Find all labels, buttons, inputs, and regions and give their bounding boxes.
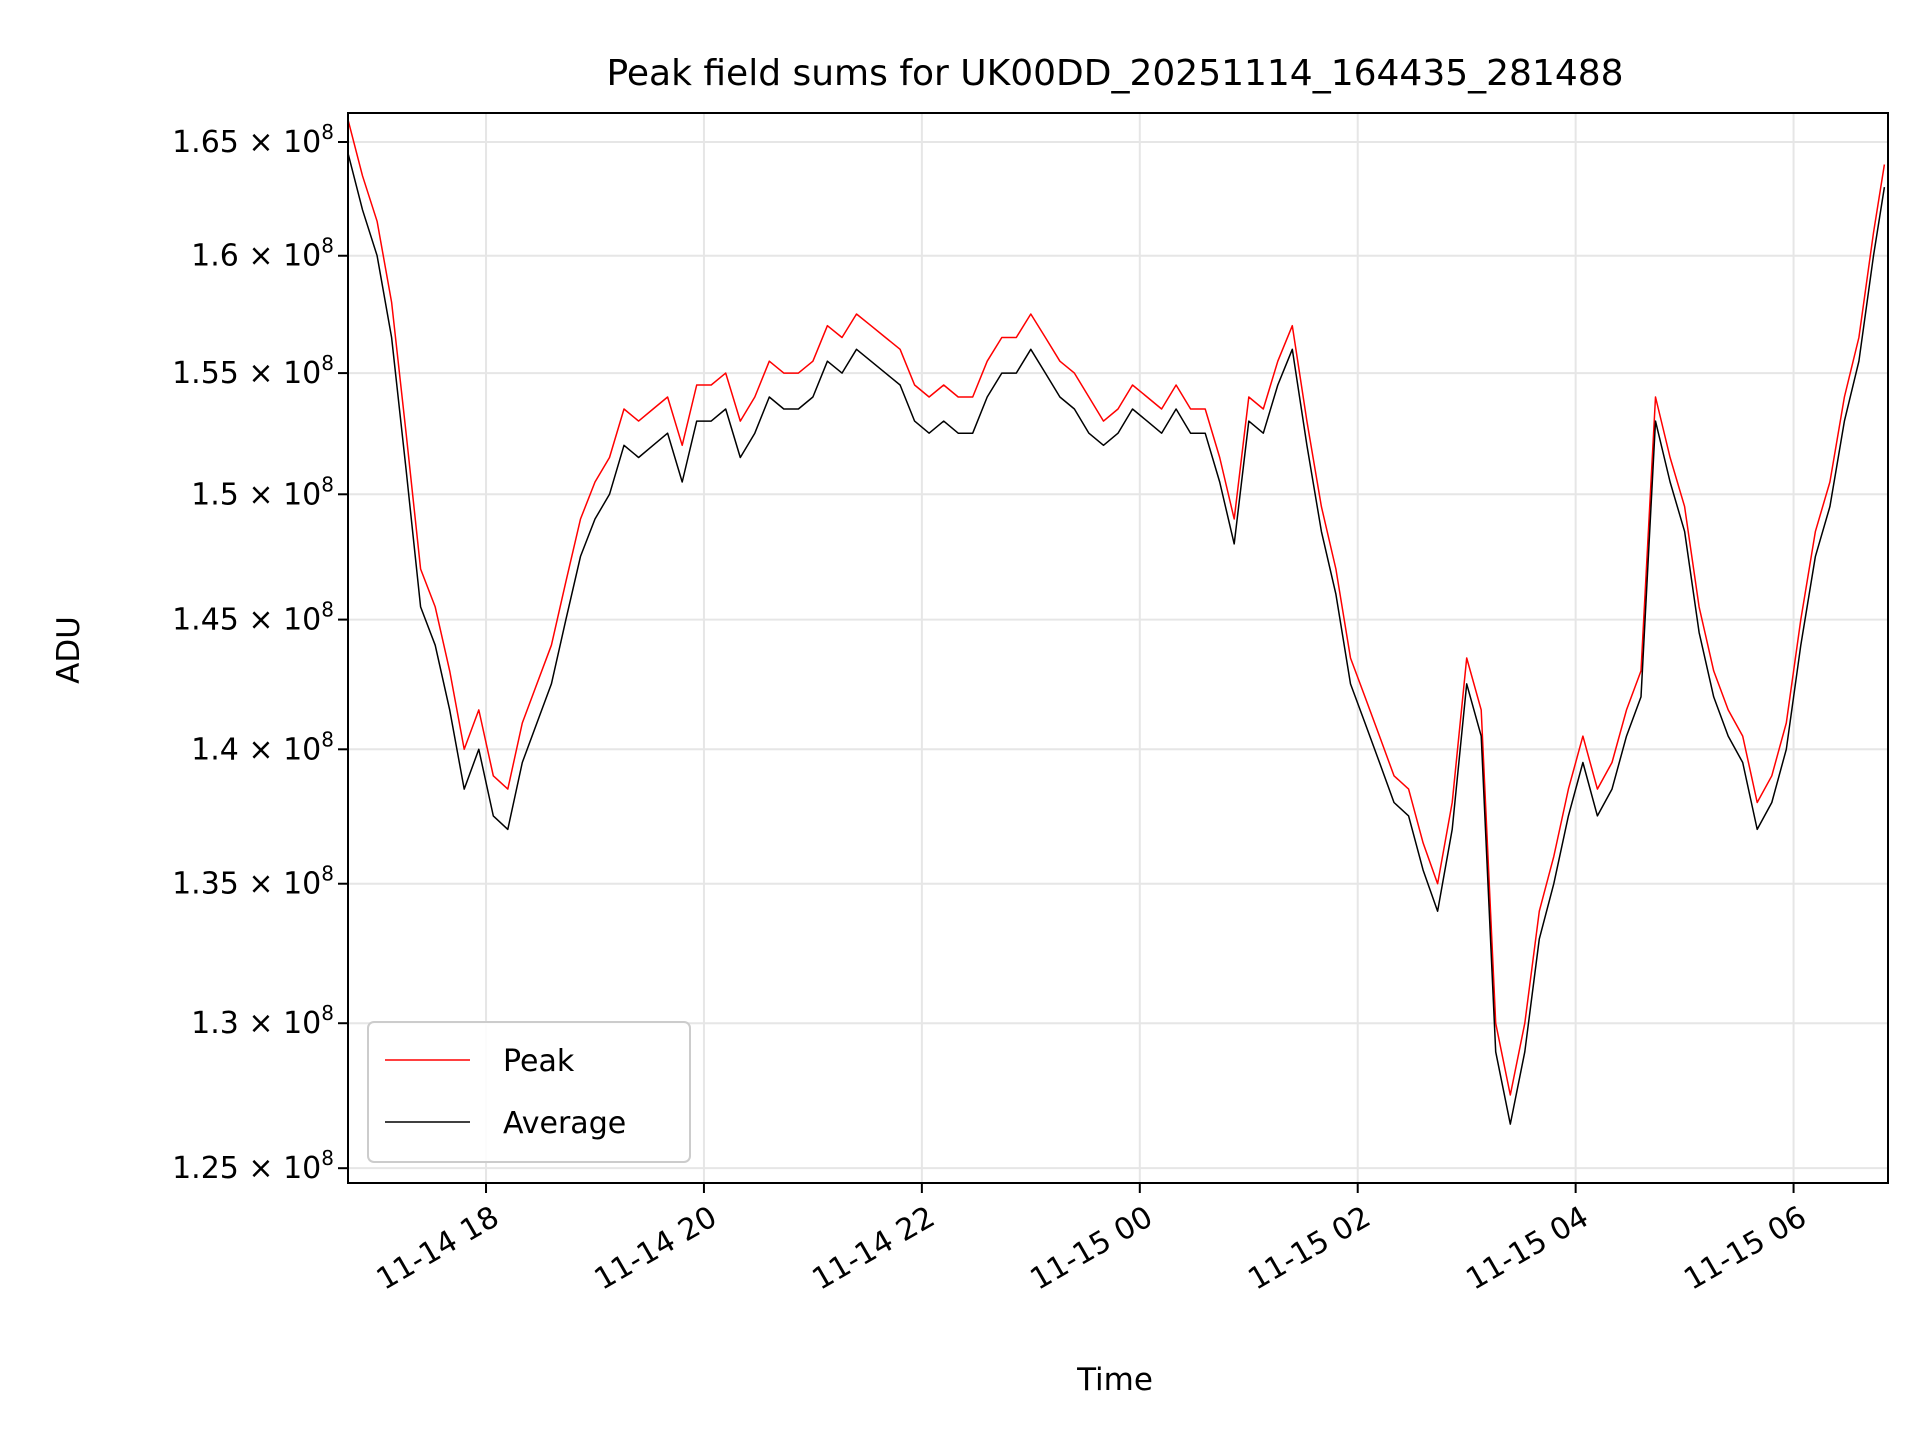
chart-title: Peak field sums for UK00DD_20251114_1644…: [606, 53, 1623, 94]
x-axis-title: Time: [1076, 1362, 1153, 1398]
y-tick-label: 1.6 × 108: [191, 234, 334, 274]
y-tick-label: 1.25 × 108: [172, 1146, 334, 1186]
y-tick-label: 1.3 × 108: [191, 1001, 334, 1041]
y-tick-label: 1.5 × 108: [191, 472, 334, 512]
legend-label-average: Average: [503, 1106, 626, 1141]
legend-box: [367, 1021, 691, 1163]
series-line-average: [347, 153, 1886, 1125]
y-tick-label: 1.55 × 108: [172, 351, 334, 391]
legend: Peak Average: [367, 1021, 691, 1163]
y-axis-title: ADU: [51, 616, 87, 684]
series-line-peak: [347, 119, 1886, 1096]
y-tick-label: 1.4 × 108: [191, 727, 334, 767]
legend-label-peak: Peak: [503, 1044, 575, 1079]
plot-area-frame: [347, 112, 1889, 1184]
y-tick-label: 1.65 × 108: [172, 120, 334, 160]
y-tick-label: 1.35 × 108: [172, 862, 334, 902]
series-lines: [347, 119, 1886, 1125]
y-axis-ticks: 1.25 × 108 1.3 × 108 1.35 × 108 1.4 × 108 1.…: [172, 120, 348, 1186]
y-tick-label: 1.45 × 108: [172, 598, 334, 638]
